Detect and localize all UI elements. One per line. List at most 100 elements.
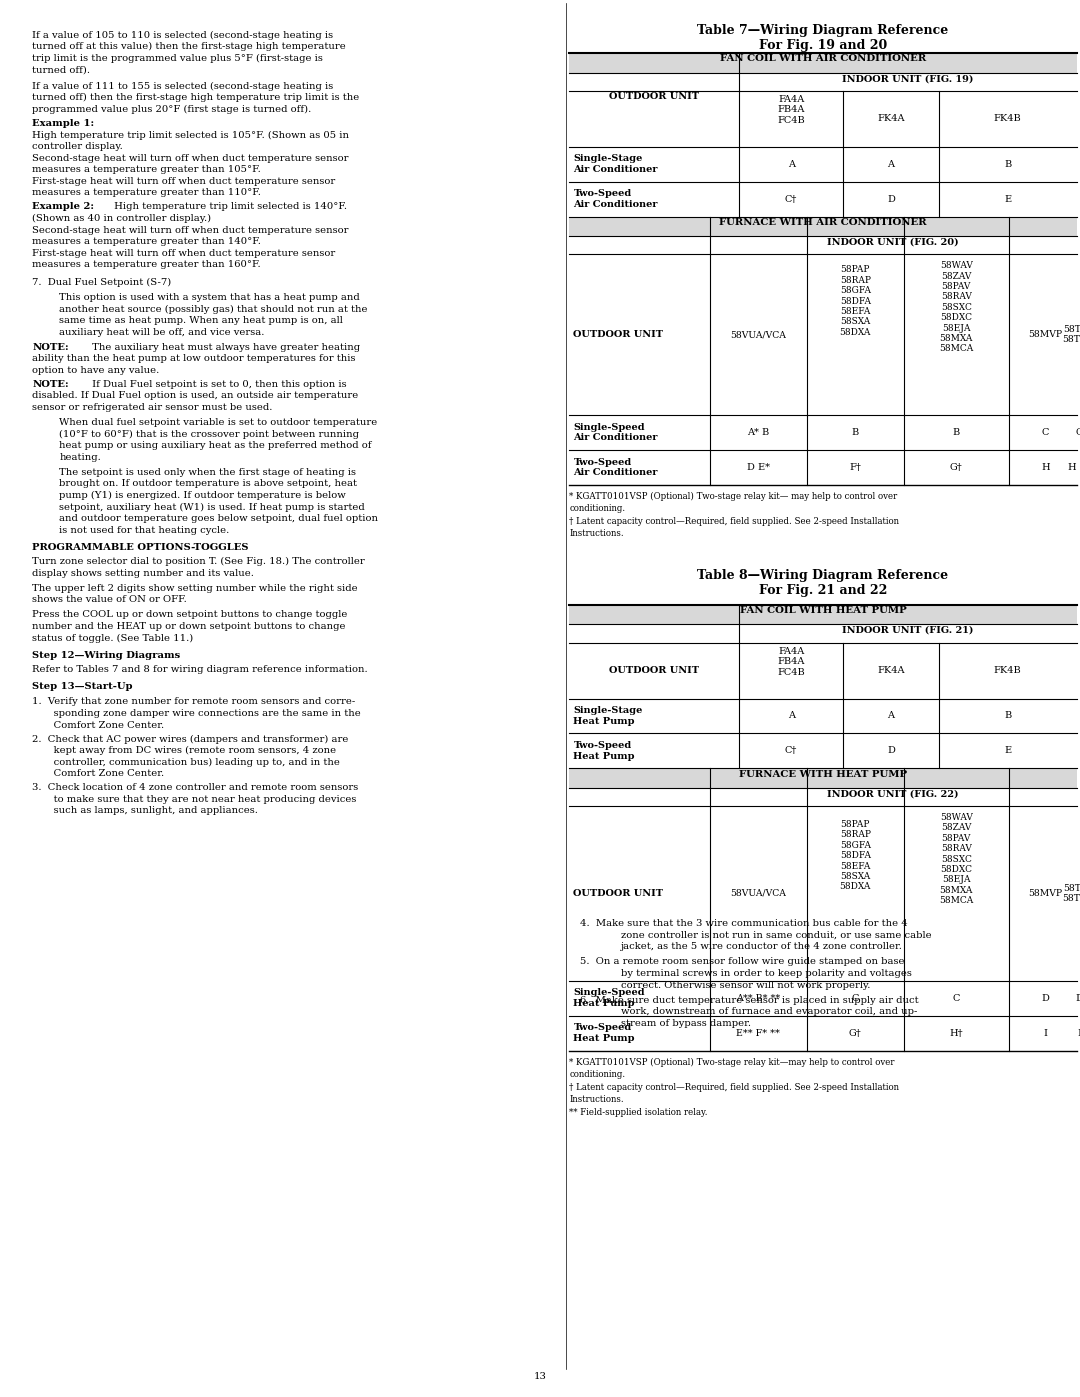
Text: I: I bbox=[1078, 1028, 1080, 1038]
Text: If Dual Fuel setpoint is set to 0, then this option is: If Dual Fuel setpoint is set to 0, then … bbox=[89, 380, 347, 388]
Text: * KGATT0101VSP (Optional) Two-stage relay kit— may help to control over: * KGATT0101VSP (Optional) Two-stage rela… bbox=[569, 492, 897, 502]
Text: The setpoint is used only when the first stage of heating is: The setpoint is used only when the first… bbox=[59, 468, 356, 476]
Text: FK4B: FK4B bbox=[994, 115, 1022, 123]
Bar bbox=[569, 217, 1077, 236]
Text: 4.  Make sure that the 3 wire communication bus cable for the 4: 4. Make sure that the 3 wire communicati… bbox=[580, 919, 907, 928]
Text: Table 7—Wiring Diagram Reference: Table 7—Wiring Diagram Reference bbox=[698, 24, 948, 36]
Text: zone controller is not run in same conduit, or use same cable: zone controller is not run in same condu… bbox=[621, 930, 932, 940]
Text: A: A bbox=[787, 159, 795, 169]
Text: E: E bbox=[1004, 746, 1011, 756]
Text: G†: G† bbox=[950, 462, 962, 472]
Text: Example 1:: Example 1: bbox=[32, 119, 95, 129]
Text: same time as heat pump. When any heat pump is on, all: same time as heat pump. When any heat pu… bbox=[59, 316, 343, 326]
Text: (10°F to 60°F) that is the crossover point between running: (10°F to 60°F) that is the crossover poi… bbox=[59, 430, 360, 439]
Text: pump (Y1) is energized. If outdoor temperature is below: pump (Y1) is energized. If outdoor tempe… bbox=[59, 492, 347, 500]
Text: If a value of 111 to 155 is selected (second-stage heating is: If a value of 111 to 155 is selected (se… bbox=[32, 82, 334, 91]
Text: High temperature trip limit selected is 140°F.: High temperature trip limit selected is … bbox=[111, 203, 348, 211]
Text: sensor or refrigerated air sensor must be used.: sensor or refrigerated air sensor must b… bbox=[32, 402, 273, 412]
Text: F†: F† bbox=[850, 462, 861, 472]
Text: G†: G† bbox=[849, 1028, 862, 1038]
Text: FURNACE WITH AIR CONDITIONER: FURNACE WITH AIR CONDITIONER bbox=[719, 218, 927, 226]
Text: INDOOR UNIT (FIG. 22): INDOOR UNIT (FIG. 22) bbox=[827, 789, 959, 798]
Text: auxiliary heat will be off, and vice versa.: auxiliary heat will be off, and vice ver… bbox=[59, 327, 265, 337]
Text: 58VUA/VCA: 58VUA/VCA bbox=[730, 888, 786, 898]
Text: ** Field-supplied isolation relay.: ** Field-supplied isolation relay. bbox=[569, 1108, 707, 1116]
Text: † Latent capacity control—Required, field supplied. See 2-speed Installation: † Latent capacity control—Required, fiel… bbox=[569, 517, 900, 525]
Text: measures a temperature greater than 105°F.: measures a temperature greater than 105°… bbox=[32, 165, 261, 175]
Text: 5.  On a remote room sensor follow wire guide stamped on base: 5. On a remote room sensor follow wire g… bbox=[580, 957, 904, 967]
Text: FK4A: FK4A bbox=[877, 115, 905, 123]
Text: A** B* **: A** B* ** bbox=[737, 993, 780, 1003]
Text: OUTDOOR UNIT: OUTDOOR UNIT bbox=[573, 330, 663, 339]
Text: The auxiliary heat must always have greater heating: The auxiliary heat must always have grea… bbox=[89, 342, 360, 352]
Text: C: C bbox=[953, 993, 960, 1003]
Text: Two-Speed
Heat Pump: Two-Speed Heat Pump bbox=[573, 742, 635, 760]
Text: 58WAV
58ZAV
58PAV
58RAV
58SXC
58DXC
58EJA
58MXA
58MCA: 58WAV 58ZAV 58PAV 58RAV 58SXC 58DXC 58EJ… bbox=[940, 261, 973, 353]
Text: trip limit is the programmed value plus 5°F (first-stage is: trip limit is the programmed value plus … bbox=[32, 54, 323, 63]
Text: controller, communication bus) leading up to, and in the: controller, communication bus) leading u… bbox=[38, 757, 340, 767]
Text: The upper left 2 digits show setting number while the right side: The upper left 2 digits show setting num… bbox=[32, 584, 359, 592]
Text: turned off at this value) then the first-stage high temperature: turned off at this value) then the first… bbox=[32, 42, 347, 52]
Text: High temperature trip limit selected is 105°F. (Shown as 05 in: High temperature trip limit selected is … bbox=[32, 130, 350, 140]
Text: display shows setting number and its value.: display shows setting number and its val… bbox=[32, 569, 254, 578]
Text: A: A bbox=[787, 711, 795, 721]
Text: First-stage heat will turn off when duct temperature sensor: First-stage heat will turn off when duct… bbox=[32, 177, 336, 186]
Text: C: C bbox=[852, 993, 859, 1003]
Bar bbox=[569, 53, 1077, 73]
Text: C†: C† bbox=[785, 194, 797, 204]
Text: Single-Speed
Air Conditioner: Single-Speed Air Conditioner bbox=[573, 423, 658, 441]
Text: Instructions.: Instructions. bbox=[569, 1095, 624, 1104]
Text: Two-Speed
Heat Pump: Two-Speed Heat Pump bbox=[573, 1024, 635, 1042]
Text: 2.  Check that AC power wires (dampers and transformer) are: 2. Check that AC power wires (dampers an… bbox=[32, 735, 349, 743]
Text: 58PAP
58RAP
58GFA
58DFA
58EFA
58SXA
58DXA: 58PAP 58RAP 58GFA 58DFA 58EFA 58SXA 58DX… bbox=[839, 820, 872, 891]
Text: 58TUA
58TMA: 58TUA 58TMA bbox=[1063, 884, 1080, 902]
Text: 13: 13 bbox=[534, 1372, 546, 1380]
Text: Single-Stage
Heat Pump: Single-Stage Heat Pump bbox=[573, 707, 643, 725]
Text: Step 12—Wiring Diagrams: Step 12—Wiring Diagrams bbox=[32, 651, 180, 659]
Text: heating.: heating. bbox=[59, 453, 102, 462]
Text: A: A bbox=[888, 711, 894, 721]
Text: FURNACE WITH HEAT PUMP: FURNACE WITH HEAT PUMP bbox=[739, 770, 907, 778]
Text: H I †: H I † bbox=[1067, 462, 1080, 472]
Text: turned off).: turned off). bbox=[32, 66, 91, 74]
Text: INDOOR UNIT (FIG. 21): INDOOR UNIT (FIG. 21) bbox=[842, 626, 973, 634]
Text: For Fig. 21 and 22: For Fig. 21 and 22 bbox=[759, 584, 887, 597]
Text: to make sure that they are not near heat producing devices: to make sure that they are not near heat… bbox=[38, 795, 356, 803]
Text: OUTDOOR UNIT: OUTDOOR UNIT bbox=[609, 666, 699, 675]
Text: INDOOR UNIT (FIG. 19): INDOOR UNIT (FIG. 19) bbox=[842, 74, 973, 82]
Text: I: I bbox=[1043, 1028, 1048, 1038]
Text: option to have any value.: option to have any value. bbox=[32, 366, 160, 374]
Text: 58WAV
58ZAV
58PAV
58RAV
58SXC
58DXC
58EJA
58MXA
58MCA: 58WAV 58ZAV 58PAV 58RAV 58SXC 58DXC 58EJ… bbox=[940, 813, 973, 905]
Text: Second-stage heat will turn off when duct temperature sensor: Second-stage heat will turn off when duc… bbox=[32, 225, 349, 235]
Text: Press the COOL up or down setpoint buttons to change toggle: Press the COOL up or down setpoint butto… bbox=[32, 610, 348, 619]
Text: Step 13—Start-Up: Step 13—Start-Up bbox=[32, 682, 133, 692]
Text: 1.  Verify that zone number for remote room sensors and corre-: 1. Verify that zone number for remote ro… bbox=[32, 697, 355, 707]
Text: C: C bbox=[1042, 427, 1049, 437]
Text: FAN COIL WITH AIR CONDITIONER: FAN COIL WITH AIR CONDITIONER bbox=[720, 54, 926, 63]
Text: is not used for that heating cycle.: is not used for that heating cycle. bbox=[59, 525, 230, 535]
Text: conditioning.: conditioning. bbox=[569, 504, 625, 513]
Text: B: B bbox=[852, 427, 859, 437]
Text: (Shown as 40 in controller display.): (Shown as 40 in controller display.) bbox=[32, 214, 212, 224]
Text: OUTDOOR UNIT: OUTDOOR UNIT bbox=[609, 92, 699, 101]
Text: Example 2:: Example 2: bbox=[32, 203, 94, 211]
Text: by terminal screws in order to keep polarity and voltages: by terminal screws in order to keep pola… bbox=[621, 970, 912, 978]
Text: measures a temperature greater than 140°F.: measures a temperature greater than 140°… bbox=[32, 237, 261, 246]
Bar bbox=[569, 605, 1077, 624]
Text: FK4A: FK4A bbox=[877, 666, 905, 675]
Text: Single-Speed
Heat Pump: Single-Speed Heat Pump bbox=[573, 989, 645, 1007]
Text: C†: C† bbox=[785, 746, 797, 756]
Text: brought on. If outdoor temperature is above setpoint, heat: brought on. If outdoor temperature is ab… bbox=[59, 479, 357, 489]
Text: 58PAP
58RAP
58GFA
58DFA
58EFA
58SXA
58DXA: 58PAP 58RAP 58GFA 58DFA 58EFA 58SXA 58DX… bbox=[839, 265, 872, 337]
Text: programmed value plus 20°F (first stage is turned off).: programmed value plus 20°F (first stage … bbox=[32, 105, 312, 115]
Text: turned off) then the first-stage high temperature trip limit is the: turned off) then the first-stage high te… bbox=[32, 94, 360, 102]
Text: disabled. If Dual Fuel option is used, an outside air temperature: disabled. If Dual Fuel option is used, a… bbox=[32, 391, 359, 401]
Text: E** F* **: E** F* ** bbox=[737, 1028, 780, 1038]
Text: For Fig. 19 and 20: For Fig. 19 and 20 bbox=[759, 39, 887, 52]
Text: ability than the heat pump at low outdoor temperatures for this: ability than the heat pump at low outdoo… bbox=[32, 355, 356, 363]
Text: shows the value of ON or OFF.: shows the value of ON or OFF. bbox=[32, 595, 187, 605]
Text: correct. Otherwise sensor will not work properly.: correct. Otherwise sensor will not work … bbox=[621, 981, 870, 989]
Text: heat pump or using auxiliary heat as the preferred method of: heat pump or using auxiliary heat as the… bbox=[59, 441, 372, 450]
Text: H: H bbox=[1041, 462, 1050, 472]
Text: status of toggle. (See Table 11.): status of toggle. (See Table 11.) bbox=[32, 634, 193, 643]
